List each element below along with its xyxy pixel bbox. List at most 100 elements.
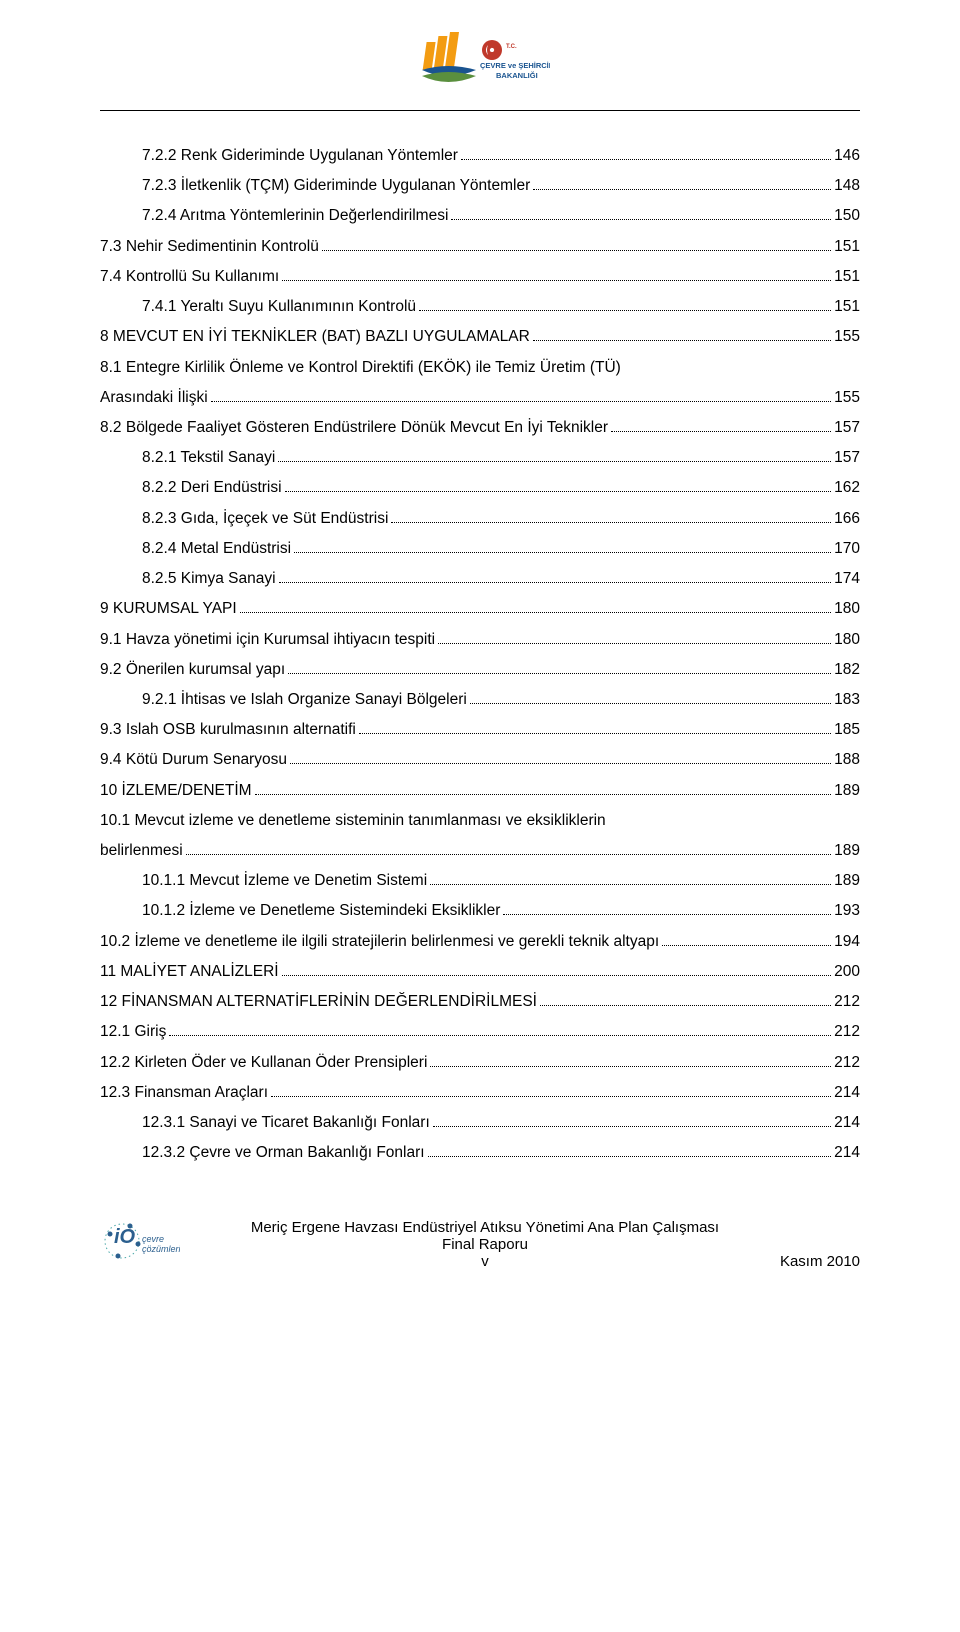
toc-leader-dots bbox=[359, 721, 831, 734]
toc-label: belirlenmesi bbox=[100, 836, 183, 866]
toc-label: 7.2.2 Renk Gideriminde Uygulanan Yönteml… bbox=[142, 141, 458, 171]
toc-page-number: 151 bbox=[834, 292, 860, 322]
footer-logo: iO çevre çözümleri bbox=[100, 1216, 180, 1270]
toc-label: 8.2.3 Gıda, İçeçek ve Süt Endüstrisi bbox=[142, 504, 388, 534]
toc-label: 8.2 Bölgede Faaliyet Gösteren Endüstrile… bbox=[100, 413, 608, 443]
toc-page-number: 151 bbox=[834, 232, 860, 262]
toc-leader-dots bbox=[271, 1083, 831, 1096]
toc-entry: 10.2 İzleme ve denetleme ile ilgili stra… bbox=[100, 927, 860, 957]
toc-page-number: 193 bbox=[834, 896, 860, 926]
toc-entry: 12.2 Kirleten Öder ve Kullanan Öder Pren… bbox=[100, 1048, 860, 1078]
toc-label: 12.2 Kirleten Öder ve Kullanan Öder Pren… bbox=[100, 1048, 427, 1078]
toc-leader-dots bbox=[279, 570, 832, 583]
toc-label: 10.1.2 İzleme ve Denetleme Sistemindeki … bbox=[142, 896, 500, 926]
footer-subtitle: Final Raporu bbox=[190, 1236, 780, 1253]
toc-page-number: 174 bbox=[834, 564, 860, 594]
toc-leader-dots bbox=[461, 147, 831, 160]
toc-leader-dots bbox=[662, 932, 831, 945]
toc-leader-dots bbox=[186, 842, 831, 855]
toc-leader-dots bbox=[430, 872, 831, 885]
toc-leader-dots bbox=[282, 963, 832, 976]
toc-page-number: 189 bbox=[834, 776, 860, 806]
footer-page-number: v bbox=[190, 1253, 780, 1270]
toc-leader-dots bbox=[433, 1114, 831, 1127]
toc-label: 8.2.4 Metal Endüstrisi bbox=[142, 534, 291, 564]
toc-entry: 8.2 Bölgede Faaliyet Gösteren Endüstrile… bbox=[100, 413, 860, 443]
toc-page-number: 189 bbox=[834, 836, 860, 866]
toc-label: 12 FİNANSMAN ALTERNATİFLERİNİN DEĞERLEND… bbox=[100, 987, 537, 1017]
svg-text:ÇEVRE ve ŞEHİRCİLİK: ÇEVRE ve ŞEHİRCİLİK bbox=[480, 61, 550, 70]
svg-text:T.C.: T.C. bbox=[506, 44, 517, 50]
toc-label: 12.3.2 Çevre ve Orman Bakanlığı Fonları bbox=[142, 1138, 425, 1168]
table-of-contents: 7.2.2 Renk Gideriminde Uygulanan Yönteml… bbox=[100, 141, 860, 1168]
toc-label: 10.2 İzleme ve denetleme ile ilgili stra… bbox=[100, 927, 659, 957]
toc-page-number: 148 bbox=[834, 171, 860, 201]
toc-page-number: 194 bbox=[834, 927, 860, 957]
toc-page-number: 150 bbox=[834, 201, 860, 231]
toc-page-number: 188 bbox=[834, 745, 860, 775]
toc-entry: 7.2.4 Arıtma Yöntemlerinin Değerlendiril… bbox=[100, 201, 860, 231]
toc-page-number: 180 bbox=[834, 594, 860, 624]
toc-entry: 9.2.1 İhtisas ve Islah Organize Sanayi B… bbox=[100, 685, 860, 715]
toc-label: Arasındaki İlişki bbox=[100, 383, 208, 413]
toc-entry: 8.2.2 Deri Endüstrisi 162 bbox=[100, 473, 860, 503]
toc-leader-dots bbox=[285, 479, 832, 492]
toc-entry: 8.2.3 Gıda, İçeçek ve Süt Endüstrisi166 bbox=[100, 504, 860, 534]
toc-label: 8.2.5 Kimya Sanayi bbox=[142, 564, 276, 594]
ministry-logo-icon: T.C. ÇEVRE ve ŞEHİRCİLİK BAKANLIĞI bbox=[410, 30, 550, 100]
toc-leader-dots bbox=[533, 177, 831, 190]
toc-leader-dots bbox=[391, 509, 831, 522]
toc-leader-dots bbox=[451, 207, 831, 220]
toc-leader-dots bbox=[169, 1023, 831, 1036]
toc-entry: 12.3.2 Çevre ve Orman Bakanlığı Fonları2… bbox=[100, 1138, 860, 1168]
toc-entry: 7.3 Nehir Sedimentinin Kontrolü 151 bbox=[100, 232, 860, 262]
document-page: T.C. ÇEVRE ve ŞEHİRCİLİK BAKANLIĞI 7.2.2… bbox=[0, 0, 960, 1310]
toc-entry: 8 MEVCUT EN İYİ TEKNİKLER (BAT) BAZLI UY… bbox=[100, 322, 860, 352]
toc-label: 12.3 Finansman Araçları bbox=[100, 1078, 268, 1108]
toc-entry: 8.2.4 Metal Endüstrisi 170 bbox=[100, 534, 860, 564]
toc-leader-dots bbox=[282, 267, 831, 280]
toc-entry: 7.4.1 Yeraltı Suyu Kullanımının Kontrolü… bbox=[100, 292, 860, 322]
toc-label: 9.1 Havza yönetimi için Kurumsal ihtiyac… bbox=[100, 625, 435, 655]
toc-entry: 11 MALİYET ANALİZLERİ 200 bbox=[100, 957, 860, 987]
toc-leader-dots bbox=[240, 600, 831, 613]
toc-page-number: 182 bbox=[834, 655, 860, 685]
toc-page-number: 162 bbox=[834, 473, 860, 503]
toc-leader-dots bbox=[438, 630, 831, 643]
toc-leader-dots bbox=[540, 993, 831, 1006]
toc-leader-dots bbox=[470, 691, 831, 704]
toc-leader-dots bbox=[278, 449, 831, 462]
toc-leader-dots bbox=[288, 660, 831, 673]
toc-entry: belirlenmesi 189 bbox=[100, 836, 860, 866]
toc-label: 10.1.1 Mevcut İzleme ve Denetim Sistemi bbox=[142, 866, 427, 896]
toc-page-number: 212 bbox=[834, 1017, 860, 1047]
toc-entry: 12 FİNANSMAN ALTERNATİFLERİNİN DEĞERLEND… bbox=[100, 987, 860, 1017]
toc-entry: 12.3 Finansman Araçları214 bbox=[100, 1078, 860, 1108]
toc-page-number: 200 bbox=[834, 957, 860, 987]
toc-label: 7.3 Nehir Sedimentinin Kontrolü bbox=[100, 232, 319, 262]
toc-entry: 9 KURUMSAL YAPI 180 bbox=[100, 594, 860, 624]
toc-label: 8.2.2 Deri Endüstrisi bbox=[142, 473, 282, 503]
toc-leader-dots bbox=[255, 781, 832, 794]
toc-entry: 7.2.3 İletkenlik (TÇM) Gideriminde Uygul… bbox=[100, 171, 860, 201]
toc-label: 10.1 Mevcut izleme ve denetleme sistemin… bbox=[100, 806, 606, 836]
toc-label: 7.4 Kontrollü Su Kullanımı bbox=[100, 262, 279, 292]
toc-leader-dots bbox=[611, 419, 831, 432]
svg-text:çözümleri: çözümleri bbox=[142, 1244, 180, 1254]
toc-page-number: 157 bbox=[834, 413, 860, 443]
toc-label: 9.2.1 İhtisas ve Islah Organize Sanayi B… bbox=[142, 685, 467, 715]
svg-text:çevre: çevre bbox=[142, 1234, 164, 1244]
toc-page-number: 170 bbox=[834, 534, 860, 564]
toc-leader-dots bbox=[428, 1144, 832, 1157]
toc-leader-dots bbox=[211, 388, 831, 401]
toc-entry: 10.1.1 Mevcut İzleme ve Denetim Sistemi1… bbox=[100, 866, 860, 896]
toc-entry: 8.2.1 Tekstil Sanayi157 bbox=[100, 443, 860, 473]
toc-label: 7.4.1 Yeraltı Suyu Kullanımının Kontrolü bbox=[142, 292, 416, 322]
toc-leader-dots bbox=[533, 328, 831, 341]
toc-page-number: 214 bbox=[834, 1108, 860, 1138]
toc-leader-dots bbox=[430, 1053, 831, 1066]
toc-label: 9 KURUMSAL YAPI bbox=[100, 594, 237, 624]
toc-label: 11 MALİYET ANALİZLERİ bbox=[100, 957, 279, 987]
toc-entry: 8.1 Entegre Kirlilik Önleme ve Kontrol D… bbox=[100, 353, 860, 383]
toc-page-number: 151 bbox=[834, 262, 860, 292]
